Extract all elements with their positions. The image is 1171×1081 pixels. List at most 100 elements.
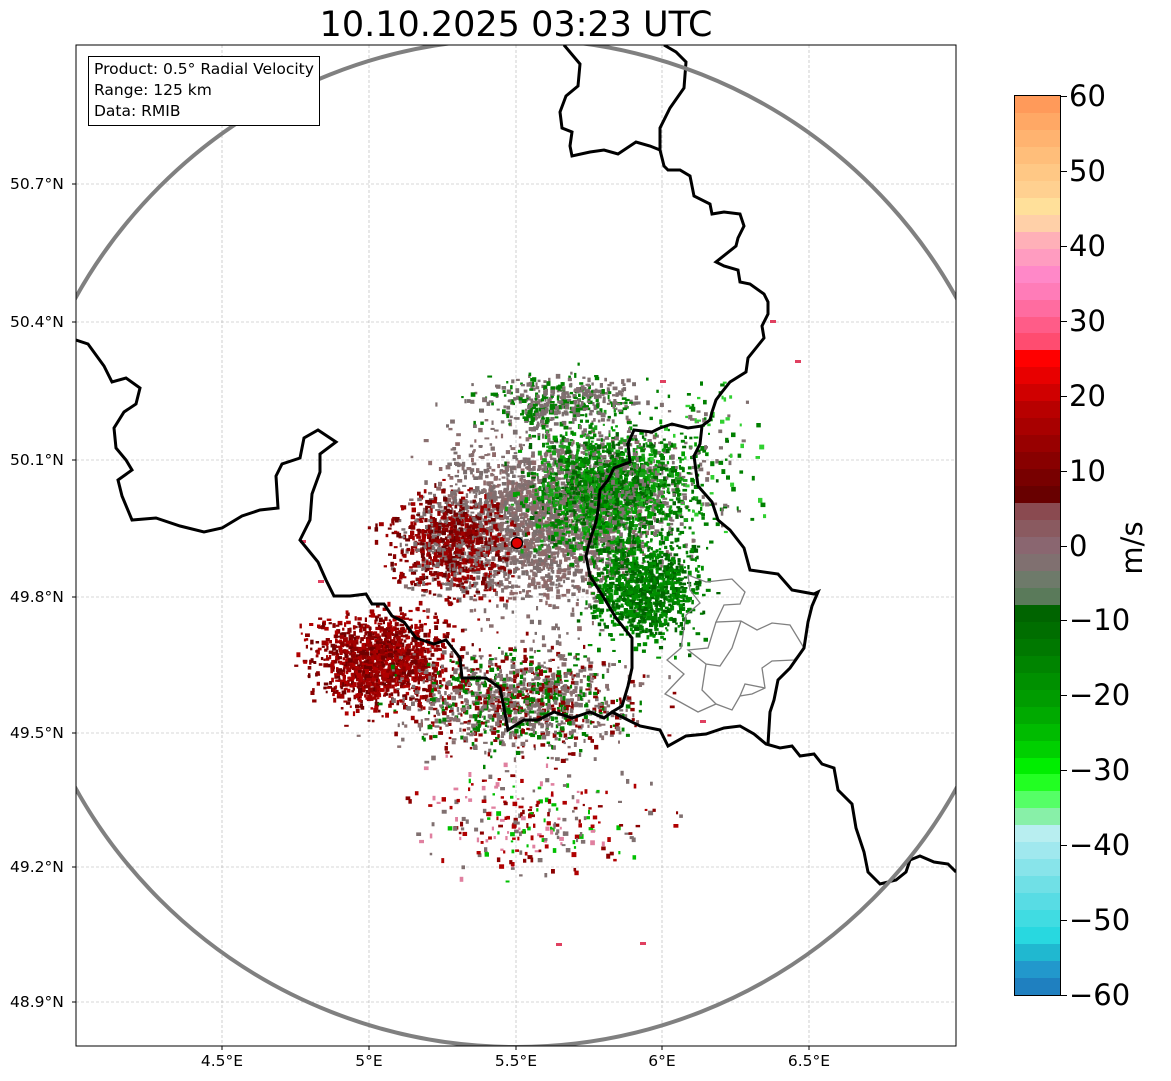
map-title: 10.10.2025 03:23 UTC <box>319 5 713 45</box>
radar-site-marker <box>510 536 524 550</box>
colorbar-band <box>1015 842 1060 860</box>
colorbar-band <box>1015 587 1060 606</box>
colorbar-band <box>1015 469 1060 487</box>
lat-tick-label: 48.9°N <box>10 993 64 1011</box>
colorbar-band <box>1015 452 1060 470</box>
colorbar-band <box>1015 672 1060 691</box>
colorbar-band <box>1015 689 1060 708</box>
colorbar-tick-label: 50 <box>1069 153 1106 188</box>
inner-region-border <box>686 620 742 667</box>
colorbar-band <box>1015 350 1060 368</box>
colorbar-band <box>1015 740 1060 759</box>
colorbar-band <box>1015 570 1060 589</box>
colorbar-band <box>1015 486 1060 504</box>
colorbar-band <box>1015 265 1060 284</box>
colorbar-band <box>1015 537 1060 555</box>
colorbar-band <box>1015 604 1060 623</box>
colorbar-tick-label: −60 <box>1069 978 1131 1012</box>
lat-tick-label: 49.2°N <box>10 858 64 876</box>
product-info-box: Product: 0.5° Radial Velocity Range: 125… <box>88 56 320 126</box>
colorbar-band <box>1015 520 1060 538</box>
colorbar-band <box>1015 655 1060 674</box>
colorbar-band <box>1015 248 1060 267</box>
lon-tick-label: 4.5°E <box>200 1052 244 1070</box>
colorbar-band <box>1015 401 1060 419</box>
inner-region-border <box>701 663 717 705</box>
colorbar-band <box>1015 757 1060 776</box>
lat-tick-label: 49.8°N <box>10 588 64 606</box>
country-borders <box>76 45 956 886</box>
colorbar-tick-label: 30 <box>1069 303 1106 338</box>
colorbar-tick <box>1061 395 1067 397</box>
lat-tick-label: 50.7°N <box>10 175 64 193</box>
colorbar-band <box>1015 435 1060 453</box>
colorbar-tick <box>1061 620 1067 622</box>
colorbar-band <box>1015 893 1060 911</box>
axis-ticks <box>72 183 810 1050</box>
data-source-label: Data: RMIB <box>94 102 181 120</box>
colorbar-band <box>1015 978 1060 995</box>
colorbar-tick-label: −30 <box>1069 753 1131 788</box>
colorbar-tick-label: −40 <box>1069 828 1131 863</box>
colorbar-tick <box>1061 995 1067 996</box>
colorbar-band <box>1015 723 1060 742</box>
colorbar-tick-label: −20 <box>1069 678 1131 713</box>
colorbar-tick <box>1061 170 1067 172</box>
product-label: Product: 0.5° Radial Velocity <box>94 60 314 78</box>
colorbar-band <box>1015 282 1060 301</box>
lon-tick-label: 6.5°E <box>787 1052 831 1070</box>
colorbar-tick-label: 20 <box>1069 378 1106 413</box>
colorbar-tick <box>1061 245 1067 247</box>
border-line <box>76 338 956 886</box>
colorbar-band <box>1015 553 1060 572</box>
velocity-colorbar <box>1014 95 1061 996</box>
lon-tick-label: 6°E <box>648 1052 676 1070</box>
colorbar-tick <box>1061 770 1067 772</box>
colorbar-tick <box>1061 845 1067 847</box>
colorbar-band <box>1015 367 1060 385</box>
colorbar-tick <box>1061 96 1067 97</box>
colorbar-band <box>1015 146 1060 165</box>
lat-tick-label: 50.1°N <box>10 451 64 469</box>
lon-tick-label: 5°E <box>355 1052 383 1070</box>
colorbar-band <box>1015 112 1060 131</box>
colorbar-tick-label: −50 <box>1069 903 1131 938</box>
colorbar-band <box>1015 876 1060 894</box>
border-line <box>692 425 821 745</box>
colorbar-tick <box>1061 695 1067 697</box>
echo-cluster <box>435 362 671 438</box>
colorbar-tick <box>1061 320 1067 322</box>
velocity-field <box>294 320 801 946</box>
colorbar-band <box>1015 180 1060 199</box>
echo-cluster <box>405 754 683 883</box>
colorbar-band <box>1015 503 1060 521</box>
lat-tick-label: 49.5°N <box>10 724 64 742</box>
colorbar-tick <box>1061 470 1067 472</box>
colorbar-band <box>1015 638 1060 657</box>
colorbar-tick-label: −10 <box>1069 603 1131 638</box>
colorbar-tick-label: 0 <box>1069 528 1088 563</box>
colorbar-band <box>1015 774 1060 793</box>
colorbar-band <box>1015 944 1060 962</box>
colorbar-band <box>1015 621 1060 640</box>
border-line <box>558 45 770 714</box>
colorbar-tick-label: 10 <box>1069 453 1106 488</box>
colorbar-band <box>1015 706 1060 725</box>
lon-tick-label: 5.5°E <box>494 1052 538 1070</box>
colorbar-band <box>1015 163 1060 182</box>
colorbar-band <box>1015 927 1060 945</box>
colorbar-band <box>1015 214 1060 233</box>
inner-region-border <box>663 574 805 713</box>
colorbar-band <box>1015 299 1060 318</box>
inner-region-border <box>739 683 766 697</box>
colorbar-band <box>1015 316 1060 335</box>
echo-cluster <box>504 405 729 575</box>
range-label: Range: 125 km <box>94 81 212 99</box>
border-line <box>658 45 688 150</box>
colorbar-band <box>1015 791 1060 809</box>
colorbar-band <box>1015 384 1060 402</box>
colorbar-band <box>1015 418 1060 436</box>
lat-tick-label: 50.4°N <box>10 313 64 331</box>
colorbar-unit-label: m/s <box>1115 521 1149 575</box>
